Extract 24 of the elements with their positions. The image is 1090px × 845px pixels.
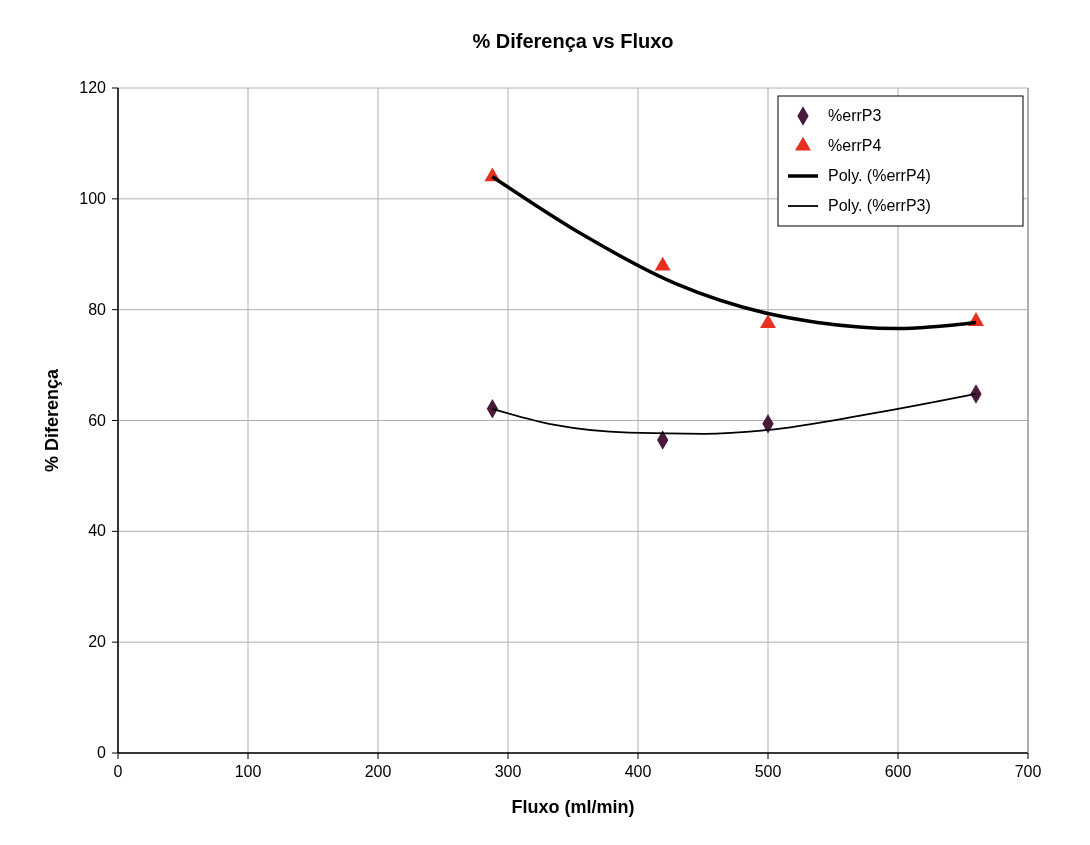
y-tick-label: 100 (79, 189, 107, 207)
x-tick-label: 400 (624, 763, 652, 780)
x-tick-label: 300 (494, 763, 522, 780)
x-tick-label: 0 (113, 763, 123, 780)
chart-title: % Diferença vs Fluxo (472, 30, 674, 52)
point (760, 314, 776, 329)
x-axis-title: Fluxo (ml/min) (511, 797, 635, 817)
legend-label: Poly. (%errP4) (828, 167, 931, 184)
legend-label: %errP4 (828, 137, 882, 154)
x-tick-label: 100 (234, 763, 262, 780)
y-tick-label: 120 (79, 79, 107, 96)
x-tick-label: 700 (1014, 763, 1042, 780)
y-tick-label: 0 (97, 744, 107, 761)
y-tick-label: 40 (88, 522, 107, 540)
legend-label: %errP3 (828, 107, 882, 124)
y-tick-label: 20 (88, 633, 107, 651)
point (654, 256, 671, 271)
x-tick-label: 200 (364, 763, 392, 780)
x-tick-label: 500 (754, 763, 782, 780)
x-tick-label: 600 (884, 763, 912, 780)
y-tick-label: 80 (88, 300, 107, 318)
y-axis-title: % Diferença (42, 367, 62, 473)
y-tick-label: 60 (88, 411, 107, 429)
legend-label: Poly. (%errP3) (828, 197, 931, 214)
